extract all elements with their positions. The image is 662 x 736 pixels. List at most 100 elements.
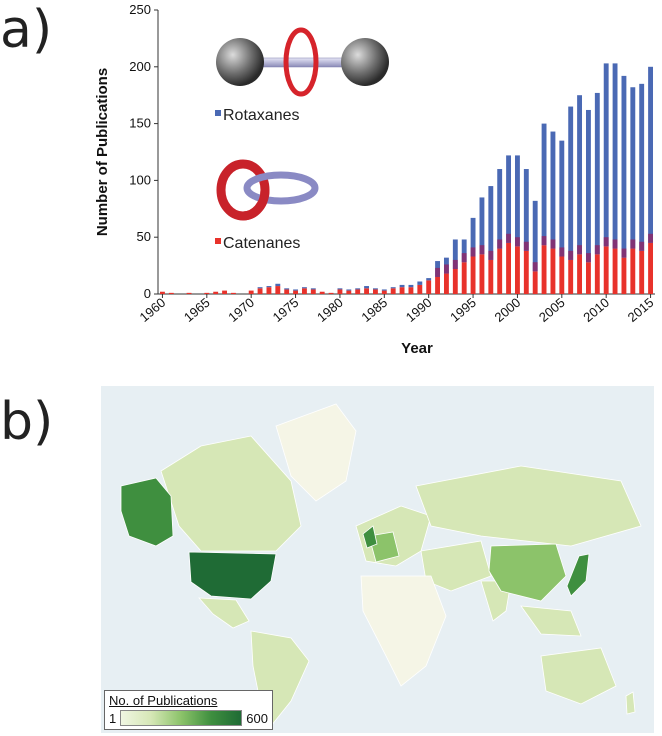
- bar-rotaxanes: [585, 109, 591, 263]
- bar-rotaxanes: [621, 75, 627, 258]
- bar-rotaxanes: [452, 239, 458, 270]
- bar-overlap: [550, 239, 556, 249]
- bar-catenanes: [603, 246, 609, 294]
- map-legend: No. of Publications 1 600: [104, 690, 273, 730]
- bar-catenanes: [630, 248, 636, 294]
- bar-overlap: [568, 250, 574, 260]
- bar-catenanes: [213, 291, 219, 294]
- bar-catenanes: [523, 250, 529, 294]
- bar-catenanes: [585, 262, 591, 294]
- bar-rotaxanes: [541, 123, 547, 246]
- x-tick-label: 1975: [270, 295, 302, 325]
- bar-catenanes: [159, 291, 165, 294]
- bar-catenanes: [435, 276, 441, 294]
- bar-catenanes: [443, 273, 449, 294]
- bar-catenanes: [612, 248, 618, 294]
- bar-overlap: [577, 245, 583, 255]
- catenane-illustration: [216, 159, 319, 221]
- bar-catenanes: [532, 271, 538, 294]
- bar-overlap: [594, 245, 600, 255]
- y-axis-title: Number of Publications: [95, 68, 111, 236]
- y-tick-label: 100: [129, 172, 151, 187]
- bar-overlap: [639, 241, 645, 251]
- world-map: No. of Publications 1 600: [101, 386, 654, 733]
- bar-overlap: [612, 239, 618, 249]
- bar-catenanes: [346, 290, 352, 294]
- bar-overlap: [443, 264, 449, 274]
- bar-rotaxanes: [639, 83, 645, 251]
- bar-catenanes: [577, 254, 583, 294]
- bar-catenanes: [639, 250, 645, 294]
- x-tick-label: 1960: [137, 295, 169, 325]
- bar-rotaxanes: [550, 131, 556, 249]
- legend-label-rotaxanes: Rotaxanes: [223, 107, 300, 124]
- bar-catenanes: [470, 256, 476, 294]
- bar-rotaxanes: [355, 288, 361, 290]
- bar-catenanes: [301, 288, 307, 294]
- bar-rotaxanes: [426, 278, 432, 281]
- legend-label-catenanes: Catenanes: [223, 235, 300, 252]
- bar-rotaxanes: [399, 284, 405, 288]
- bar-catenanes: [248, 290, 254, 294]
- bar-overlap: [470, 247, 476, 257]
- panel-b-label: b): [0, 392, 54, 452]
- panel-a-label: a): [0, 0, 53, 60]
- bar-overlap: [497, 239, 503, 249]
- bar-rotaxanes: [372, 288, 378, 290]
- bar-rotaxanes: [470, 217, 476, 257]
- bar-catenanes: [284, 289, 290, 294]
- publications-bar-chart: 0 50 100 150 200 250 1960 1965 1970 1975 1980 1985…: [95, 2, 656, 357]
- bar-rotaxanes: [559, 140, 565, 257]
- x-tick-label: 2005: [536, 295, 568, 325]
- map-legend-title: No. of Publications: [109, 693, 218, 708]
- y-tick-label: 250: [129, 2, 151, 17]
- map-legend-gradient: [120, 710, 243, 726]
- x-tick-label: 1990: [403, 295, 435, 325]
- bar-rotaxanes: [390, 287, 396, 289]
- bar-rotaxanes: [488, 186, 494, 260]
- bar-catenanes: [461, 262, 467, 294]
- bar-overlap: [506, 233, 512, 243]
- legend-swatch-catenanes: [215, 238, 221, 244]
- bar-rotaxanes: [568, 106, 574, 260]
- x-tick-label: 1985: [358, 295, 390, 325]
- bar-catenanes: [319, 291, 325, 294]
- bar-rotaxanes: [284, 288, 290, 290]
- bar-rotaxanes: [479, 197, 485, 255]
- bar-catenanes: [621, 257, 627, 294]
- bar-rotaxanes: [577, 95, 583, 255]
- bar-rotaxanes: [461, 239, 467, 263]
- bar-catenanes: [337, 289, 343, 294]
- bar-overlap: [630, 239, 636, 249]
- x-tick-label: 1965: [181, 295, 213, 325]
- y-tick-label: 50: [137, 229, 151, 244]
- bar-series: [159, 63, 654, 294]
- bar-catenanes: [186, 292, 192, 294]
- bar-rotaxanes: [594, 92, 600, 255]
- bar-catenanes: [550, 248, 556, 294]
- x-tick-label: 2000: [492, 295, 524, 325]
- bar-catenanes: [293, 290, 299, 294]
- bar-catenanes: [230, 292, 236, 294]
- bar-rotaxanes: [506, 155, 512, 243]
- bar-catenanes: [479, 254, 485, 294]
- bar-overlap: [452, 259, 458, 270]
- bar-overlap: [603, 237, 609, 247]
- bar-catenanes: [266, 287, 272, 294]
- map-legend-min: 1: [109, 710, 117, 726]
- bar-rotaxanes: [310, 288, 316, 290]
- bar-catenanes: [355, 289, 361, 294]
- bar-rotaxanes: [301, 287, 307, 289]
- map-legend-max: 600: [246, 710, 268, 726]
- bar-catenanes: [399, 287, 405, 294]
- bar-catenanes: [390, 288, 396, 294]
- bar-catenanes: [381, 290, 387, 294]
- bar-overlap: [479, 245, 485, 255]
- legend-swatch-rotaxanes: [215, 110, 221, 116]
- bar-overlap: [559, 247, 565, 257]
- bar-catenanes: [559, 256, 565, 294]
- bar-catenanes: [488, 259, 494, 294]
- x-tick-label: 2010: [580, 295, 612, 325]
- bar-catenanes: [452, 269, 458, 294]
- bar-rotaxanes: [381, 289, 387, 291]
